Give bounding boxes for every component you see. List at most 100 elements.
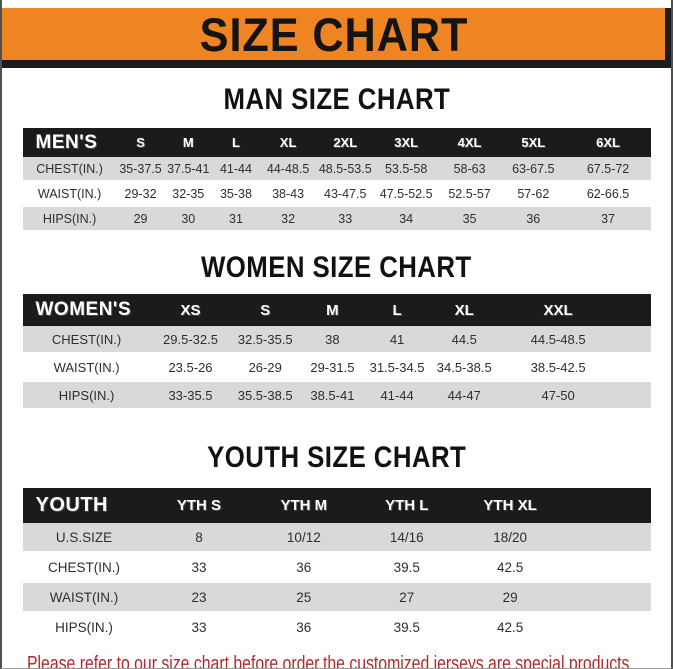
spacer-cell — [561, 612, 651, 643]
measurement-value: 48.5-53.5 — [316, 157, 375, 182]
measurement-value: 29 — [458, 582, 562, 613]
measurement-value: 38.5-41 — [300, 381, 365, 410]
measurement-label: WAIST(IN.) — [22, 582, 146, 613]
footer-note-wrap: Please refer to our size chart before or… — [2, 643, 671, 669]
size-header-row: WOMEN'S XS S M L XL XXL — [22, 294, 651, 326]
measurement-value: 10/12 — [252, 523, 356, 553]
footer-note-line1: Please refer to our size chart before or… — [27, 653, 634, 669]
measurement-value: 52.5-57 — [438, 181, 501, 207]
size-column-header: XXL — [499, 294, 618, 326]
measurement-value: 33 — [145, 552, 253, 583]
measurement-value: 23.5-26 — [150, 353, 231, 382]
mens-section-heading: MAN SIZE CHART — [2, 84, 671, 116]
spacer-cell — [561, 523, 651, 553]
measurement-value: 32.5-35.5 — [230, 326, 301, 354]
youth-section-heading-text: YOUTH SIZE CHART — [206, 441, 467, 474]
measurement-value: 47.5-52.5 — [374, 181, 439, 207]
spacer-cell — [561, 488, 651, 523]
size-column-header: 3XL — [374, 128, 439, 157]
size-column-header: 5XL — [500, 128, 566, 157]
size-column-header: 6XL — [565, 128, 651, 157]
size-group-label: MEN'S — [22, 128, 117, 157]
mens-section: MAN SIZE CHART MEN'S S M L XL 2XL 3XL 4XL 5XL 6XL… — [2, 84, 671, 232]
womens-section-heading: WOMEN SIZE CHART — [2, 252, 671, 284]
size-group-label: YOUTH — [22, 488, 146, 523]
measurement-value: 33 — [316, 206, 375, 232]
measurement-value: 31 — [212, 206, 260, 232]
measurement-value: 44-47 — [429, 381, 500, 410]
womens-section: WOMEN SIZE CHART WOMEN'S XS S M L XL XXL CHEST(… — [2, 252, 671, 410]
measurement-row: CHEST(IN.) 35-37.5 37.5-41 41-44 44-48.5 48.5… — [22, 157, 651, 182]
measurement-row: CHEST(IN.) 29.5-32.5 32.5-35.5 38 41 44.5 44.5… — [22, 326, 651, 354]
measurement-value: 38-43 — [259, 181, 317, 207]
size-column-header: M — [300, 294, 365, 326]
size-column-header: S — [230, 294, 301, 326]
measurement-value: 58-63 — [438, 157, 501, 182]
measurement-value: 32-35 — [164, 181, 213, 207]
measurement-value: 25 — [252, 582, 356, 613]
spacer-cell — [617, 326, 651, 354]
size-group-label: WOMEN'S — [22, 294, 151, 326]
measurement-row: WAIST(IN.) 23 25 27 29 — [22, 582, 651, 613]
size-header-row: YOUTH YTH S YTH M YTH L YTH XL — [22, 488, 651, 523]
size-column-header: XS — [150, 294, 231, 326]
measurement-value: 36 — [252, 552, 356, 583]
measurement-value: 41-44 — [212, 157, 260, 182]
youth-section: YOUTH SIZE CHART YOUTH YTH S YTH M YTH L YTH… — [2, 442, 671, 643]
size-column-header: YTH S — [145, 488, 253, 523]
measurement-value: 36 — [252, 612, 356, 643]
measurement-value: 43-47.5 — [316, 181, 375, 207]
size-column-header: YTH XL — [458, 488, 562, 523]
size-column-header: L — [364, 294, 430, 326]
spacer-cell — [561, 552, 651, 583]
measurement-label: CHEST(IN.) — [22, 157, 117, 182]
measurement-value: 29-32 — [116, 181, 165, 207]
measurement-value: 33-35.5 — [150, 381, 231, 410]
measurement-label: HIPS(IN.) — [22, 612, 146, 643]
measurement-label: CHEST(IN.) — [22, 326, 151, 354]
measurement-value: 39.5 — [355, 552, 459, 583]
measurement-value: 62-66.5 — [565, 181, 651, 207]
measurement-value: 41 — [364, 326, 430, 354]
measurement-value: 44-48.5 — [259, 157, 317, 182]
measurement-label: CHEST(IN.) — [22, 552, 146, 583]
measurement-value: 67.5-72 — [565, 157, 651, 182]
size-column-header: YTH M — [252, 488, 356, 523]
measurement-value: 47-50 — [499, 381, 618, 410]
measurement-value: 37.5-41 — [164, 157, 213, 182]
mens-section-heading-text: MAN SIZE CHART — [223, 83, 450, 116]
measurement-value: 33 — [145, 612, 253, 643]
size-column-header: XL — [429, 294, 500, 326]
womens-size-table: WOMEN'S XS S M L XL XXL CHEST(IN.) 29.5-32.5 32.5… — [22, 294, 651, 410]
measurement-value: 35.5-38.5 — [230, 381, 301, 410]
measurement-value: 36 — [500, 206, 566, 232]
measurement-value: 29.5-32.5 — [150, 326, 231, 354]
measurement-label: U.S.SIZE — [22, 523, 146, 553]
youth-section-heading: YOUTH SIZE CHART — [2, 442, 671, 474]
size-column-header: XL — [259, 128, 317, 157]
measurement-value: 29 — [116, 206, 165, 232]
measurement-value: 14/16 — [355, 523, 459, 553]
spacer-cell — [617, 353, 651, 382]
measurement-label: HIPS(IN.) — [22, 206, 117, 232]
size-column-header: 4XL — [438, 128, 501, 157]
measurement-value: 32 — [259, 206, 317, 232]
measurement-value: 42.5 — [458, 552, 562, 583]
size-column-header: S — [116, 128, 165, 157]
measurement-value: 37 — [565, 206, 651, 232]
size-column-header: 2XL — [316, 128, 375, 157]
measurement-label: WAIST(IN.) — [22, 181, 117, 207]
measurement-value: 57-62 — [500, 181, 566, 207]
mens-size-table: MEN'S S M L XL 2XL 3XL 4XL 5XL 6XL CHEST(IN.) 35-37… — [22, 128, 651, 232]
spacer-cell — [617, 381, 651, 410]
measurement-value: 34.5-38.5 — [429, 353, 500, 382]
measurement-row: HIPS(IN.) 29 30 31 32 33 34 35 36 37 — [22, 206, 651, 232]
measurement-value: 30 — [164, 206, 213, 232]
measurement-value: 8 — [145, 523, 253, 553]
measurement-value: 38.5-42.5 — [499, 353, 618, 382]
page-title: SIZE CHART — [199, 7, 468, 61]
measurement-value: 27 — [355, 582, 459, 613]
measurement-value: 35-37.5 — [116, 157, 165, 182]
measurement-value: 41-44 — [364, 381, 430, 410]
